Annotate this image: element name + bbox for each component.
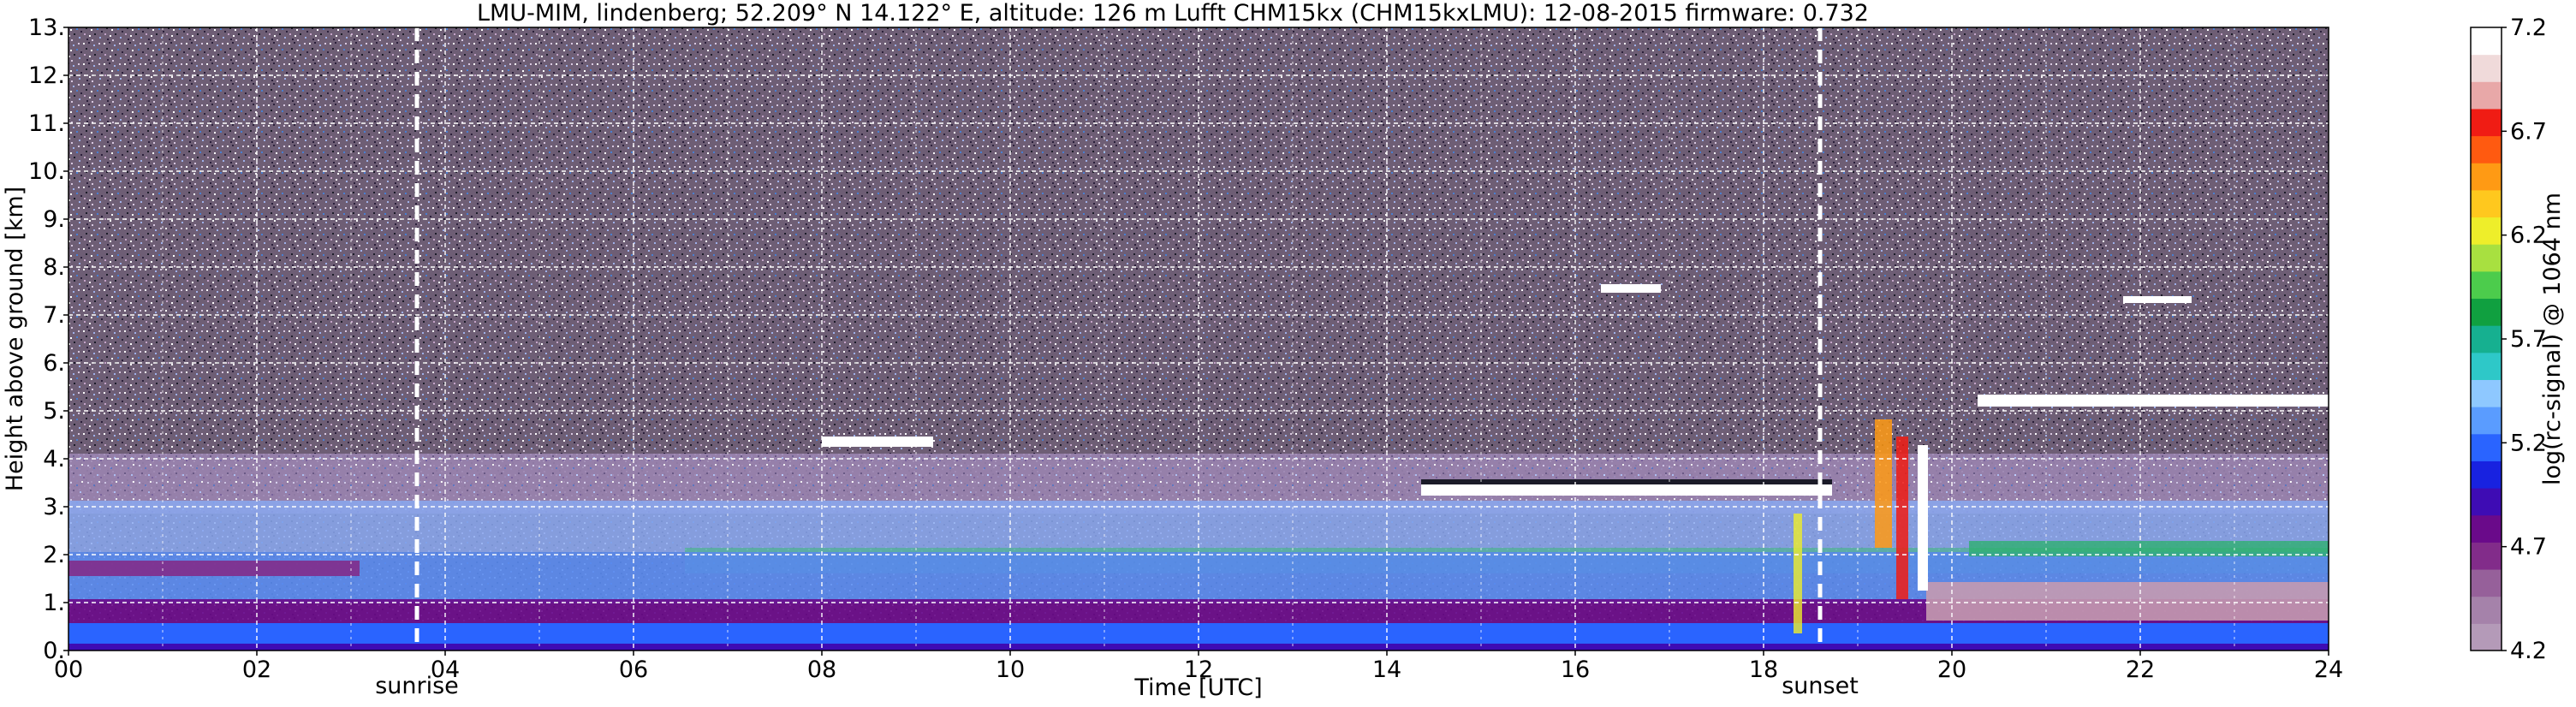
convective-plume — [1918, 445, 1928, 591]
x-tick-label: 04 — [431, 656, 460, 683]
colorbar-swatch — [2471, 488, 2502, 516]
cloud-patch — [1978, 395, 2329, 407]
x-tick-label: 20 — [1937, 656, 1966, 683]
colorbar — [2471, 27, 2502, 651]
colorbar-swatch — [2471, 135, 2502, 163]
colorbar-swatch — [2471, 81, 2502, 110]
colorbar-tick-label: 6.7 — [2510, 118, 2547, 145]
colorbar-label: log(rc-signal) @ 1064 nm — [2539, 193, 2566, 485]
x-tick-label: 22 — [2126, 656, 2155, 683]
y-axis: 0. 1. 2. 3. 4. 5. 6. 7. 8. 9. 10. 11. 12. 13. — [28, 15, 68, 664]
colorbar-swatch — [2471, 54, 2502, 82]
cloud-patch — [2123, 296, 2192, 303]
colorbar-swatch — [2471, 217, 2502, 245]
colorbar-swatch — [2471, 270, 2502, 300]
colorbar-swatch — [2471, 407, 2502, 435]
colorbar-swatch — [2471, 352, 2502, 380]
cloud-patch — [1421, 479, 1832, 484]
y-tick-label: 2. — [43, 542, 65, 568]
colorbar-swatch — [2471, 298, 2502, 326]
x-axis: 00 02 04 06 08 10 12 14 16 18 20 22 24 — [54, 651, 2343, 683]
chart-title: LMU-MIM, lindenberg; 52.209° N 14.122° E… — [477, 0, 1869, 27]
colorbar-swatch — [2471, 542, 2502, 570]
near-ground-blue-band — [68, 623, 2329, 644]
colorbar-tick-label: 4.2 — [2510, 638, 2547, 664]
y-tick-label: 0. — [43, 638, 65, 664]
x-axis-label: Time [UTC] — [1133, 674, 1262, 701]
colorbar-ticks: 4.2 4.7 5.2 5.7 6.2 6.7 7.2 — [2502, 15, 2547, 664]
colorbar-swatch — [2471, 108, 2502, 137]
evening-green-layer — [1969, 541, 2329, 556]
cloud-patch — [1601, 284, 1661, 293]
colorbar-tick-label: 6.2 — [2510, 223, 2547, 249]
x-tick-label: 18 — [1749, 656, 1778, 683]
cloud-patch — [1421, 484, 1832, 496]
early-purple-streak — [68, 561, 360, 576]
sun-annotations: sunrise sunset — [375, 27, 1859, 699]
colorbar-swatch — [2471, 244, 2502, 272]
x-tick-label: 12 — [1184, 656, 1213, 683]
y-tick-label: 3. — [43, 494, 65, 520]
x-tick-label: 24 — [2314, 656, 2343, 683]
y-tick-label: 11. — [28, 110, 65, 137]
colorbar-swatch — [2471, 623, 2502, 651]
y-tick-label: 7. — [43, 302, 65, 329]
evening-pink-layer — [1926, 582, 2329, 621]
convective-plume — [1794, 514, 1802, 633]
sun-event-label: sunrise — [375, 673, 459, 699]
convective-plume — [1896, 437, 1908, 599]
y-tick-label: 12. — [28, 62, 65, 89]
colorbar-tick-label: 5.7 — [2510, 326, 2547, 353]
colorbar-swatch — [2471, 189, 2502, 218]
convective-plume — [1875, 419, 1892, 548]
y-tick-label: 5. — [43, 398, 65, 425]
plot-frame — [68, 27, 2329, 651]
colorbar-swatch — [2471, 596, 2502, 624]
colorbar-tick-label: 4.7 — [2510, 534, 2547, 561]
colorbar-swatch — [2471, 569, 2502, 597]
x-tick-label: 08 — [807, 656, 836, 683]
cloud-features — [822, 284, 2329, 633]
x-tick-label: 14 — [1372, 656, 1401, 683]
x-tick-label: 06 — [619, 656, 648, 683]
x-tick-label: 00 — [54, 656, 83, 683]
y-tick-label: 4. — [43, 446, 65, 472]
colorbar-swatch — [2471, 325, 2502, 354]
grid — [68, 27, 2329, 651]
colorbar-swatch — [2471, 514, 2502, 543]
colorbar-swatch — [2471, 27, 2502, 56]
y-axis-label: Height above ground [km] — [2, 187, 28, 491]
colorbar-tick-label: 7.2 — [2510, 15, 2547, 41]
colorbar-swatch — [2471, 433, 2502, 461]
colorbar-swatch — [2471, 163, 2502, 191]
colorbar-swatch — [2471, 460, 2502, 489]
y-tick-label: 13. — [28, 15, 65, 41]
x-tick-label: 16 — [1561, 656, 1590, 683]
colorbar-swatch — [2471, 379, 2502, 407]
y-tick-label: 9. — [43, 206, 65, 233]
y-tick-label: 10. — [28, 158, 65, 185]
y-tick-label: 1. — [43, 590, 65, 616]
y-tick-label: 6. — [43, 350, 65, 377]
colorbar-tick-label: 5.2 — [2510, 430, 2547, 456]
sun-event-label: sunset — [1782, 673, 1859, 699]
cloud-patch — [822, 437, 933, 447]
y-tick-label: 8. — [43, 254, 65, 281]
x-tick-label: 02 — [242, 656, 271, 683]
x-tick-label: 10 — [996, 656, 1025, 683]
